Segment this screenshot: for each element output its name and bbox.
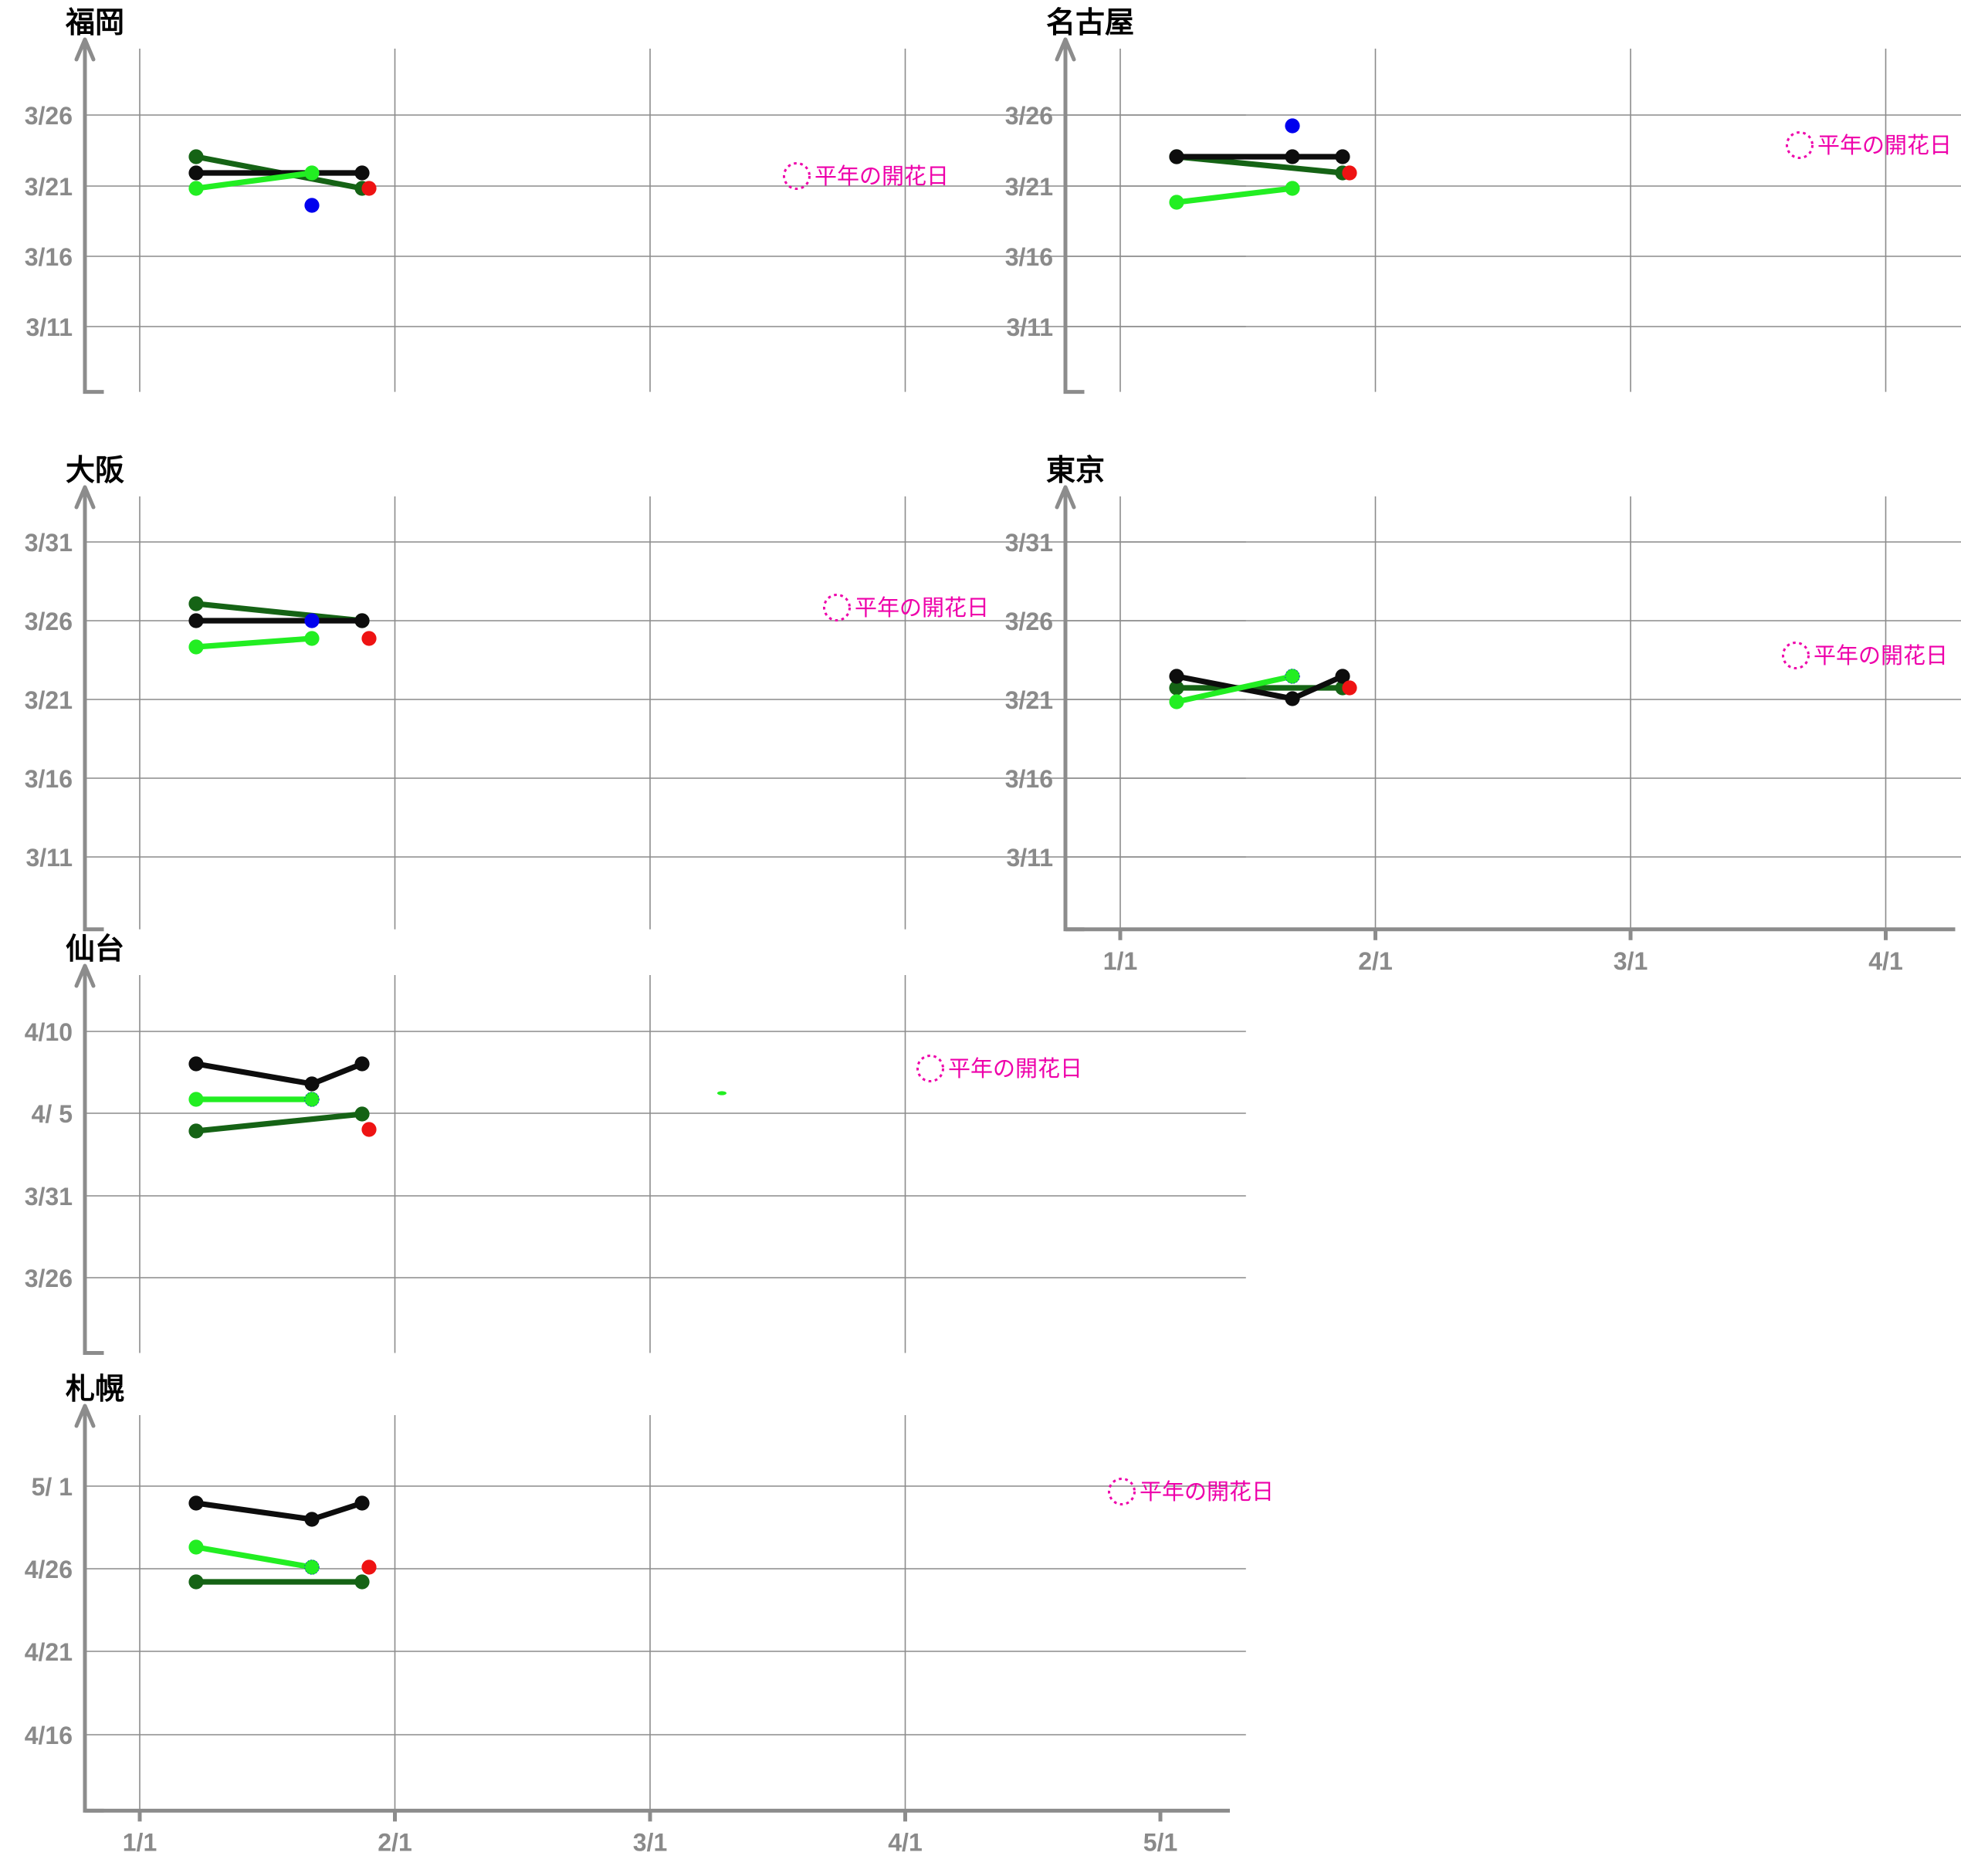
svg-text:3/31: 3/31 <box>25 1183 73 1211</box>
svg-text:3/11: 3/11 <box>25 844 73 872</box>
svg-text:3/11: 3/11 <box>1006 844 1053 872</box>
svg-text:平年の開花日: 平年の開花日 <box>1140 1479 1274 1505</box>
svg-text:4/26: 4/26 <box>25 1556 73 1583</box>
svg-text:3/16: 3/16 <box>1005 765 1053 793</box>
svg-text:名古屋: 名古屋 <box>1046 7 1134 39</box>
svg-text:3/26: 3/26 <box>1005 608 1053 635</box>
svg-text:4/1: 4/1 <box>1868 947 1902 975</box>
svg-text:3/1: 3/1 <box>633 1828 667 1856</box>
svg-text:5/ 1: 5/ 1 <box>32 1473 73 1501</box>
svg-text:3/1: 3/1 <box>1614 947 1648 975</box>
svg-text:平年の開花日: 平年の開花日 <box>1814 643 1948 669</box>
svg-text:5/1: 5/1 <box>1143 1828 1177 1856</box>
svg-text:4/1: 4/1 <box>888 1828 922 1856</box>
svg-text:1/1: 1/1 <box>1103 947 1137 975</box>
svg-text:3/26: 3/26 <box>1005 102 1053 130</box>
svg-text:2/1: 2/1 <box>1358 947 1392 975</box>
svg-text:札幌: 札幌 <box>66 1373 124 1406</box>
svg-text:平年の開花日: 平年の開花日 <box>1817 133 1952 158</box>
svg-text:仙台: 仙台 <box>66 933 124 966</box>
svg-text:3/21: 3/21 <box>1005 173 1053 201</box>
svg-text:4/21: 4/21 <box>25 1638 73 1666</box>
svg-text:3/16: 3/16 <box>25 243 73 271</box>
svg-text:3/21: 3/21 <box>1005 686 1053 714</box>
svg-text:3/31: 3/31 <box>1005 529 1053 557</box>
svg-text:3/26: 3/26 <box>25 102 73 130</box>
svg-text:3/16: 3/16 <box>25 765 73 793</box>
svg-text:東京: 東京 <box>1046 455 1105 487</box>
svg-text:平年の開花日: 平年の開花日 <box>948 1056 1082 1082</box>
svg-text:3/26: 3/26 <box>25 1265 73 1292</box>
svg-text:平年の開花日: 平年の開花日 <box>855 595 989 621</box>
svg-text:3/26: 3/26 <box>25 608 73 635</box>
svg-text:4/ 5: 4/ 5 <box>32 1100 73 1128</box>
svg-text:3/21: 3/21 <box>25 173 73 201</box>
svg-text:3/16: 3/16 <box>1005 243 1053 271</box>
svg-text:4/16: 4/16 <box>25 1722 73 1749</box>
svg-text:3/21: 3/21 <box>25 686 73 714</box>
svg-text:3/11: 3/11 <box>1006 313 1053 341</box>
svg-text:平年の開花日: 平年の開花日 <box>815 164 949 189</box>
svg-text:1/1: 1/1 <box>123 1828 157 1856</box>
svg-text:大阪: 大阪 <box>66 455 124 487</box>
svg-text:3/11: 3/11 <box>25 313 73 341</box>
svg-text:4/10: 4/10 <box>25 1018 73 1046</box>
svg-text:2/1: 2/1 <box>378 1828 412 1856</box>
svg-text:福岡: 福岡 <box>65 7 124 39</box>
svg-text:3/31: 3/31 <box>25 529 73 557</box>
